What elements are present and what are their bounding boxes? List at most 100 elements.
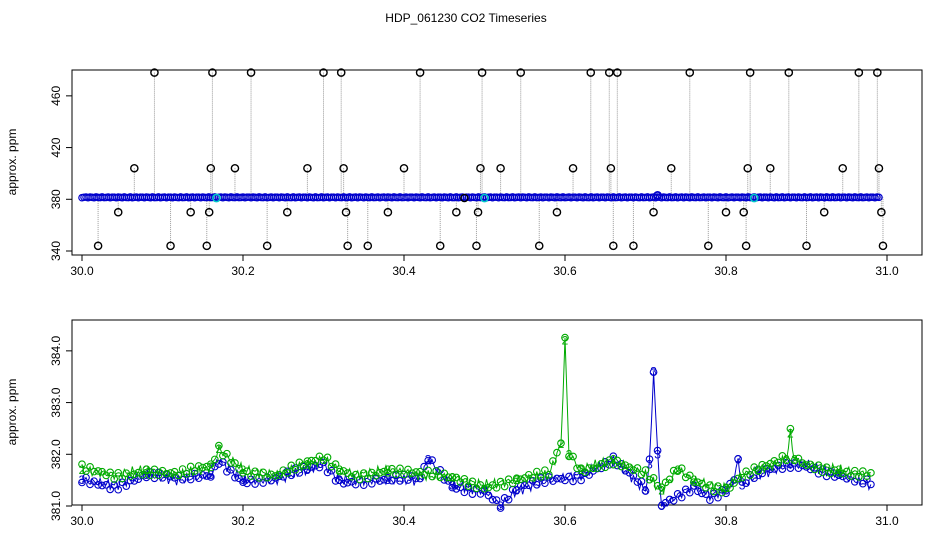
series-2-point: [665, 475, 674, 484]
series-3-point: [186, 475, 195, 484]
spike-point: [534, 241, 544, 251]
series-3-point: [577, 476, 585, 485]
series-2-point: [142, 465, 151, 474]
spike-point: [343, 241, 352, 251]
series-2-point: [428, 472, 437, 481]
series-2-point: [842, 467, 851, 476]
series-3-marker: 3: [497, 499, 504, 513]
series-3-marker: 3: [755, 468, 762, 482]
bottom-y-axis-label: approx. ppm: [5, 379, 19, 446]
series-3-point: [569, 477, 577, 486]
y-tick-label: 460: [49, 86, 63, 106]
series-2-point: [210, 455, 219, 464]
series-2-point: [287, 461, 296, 470]
x-tick-label: 30.4: [392, 514, 416, 528]
series-3-point: [665, 495, 674, 504]
series-2-point: [231, 459, 239, 467]
spike-point: [204, 207, 214, 217]
top-panel: approx. ppm 30.0 30.2 30.4 30.6 30.8 31.0 340…: [5, 68, 923, 278]
series-2-point: [810, 465, 819, 474]
x-tick-label: 30.4: [392, 264, 416, 278]
series-3-marker: 3: [735, 452, 742, 466]
highlight-point: [480, 193, 489, 203]
series-2-point: [649, 473, 658, 482]
series-3-point: [178, 475, 187, 484]
series-2-point: [182, 469, 191, 478]
series-3-point: [231, 473, 239, 482]
series-3-point: [814, 469, 823, 478]
series-3-point: [512, 486, 521, 494]
series-3-point: [645, 455, 654, 464]
series-2-point: [750, 463, 759, 472]
series-2-point: [589, 464, 598, 473]
series-2-point: [480, 484, 489, 493]
series-2-point: [549, 457, 557, 465]
series-2-point: [516, 475, 525, 484]
baseline-point: [653, 190, 662, 200]
series-2-marker: 2: [562, 334, 569, 348]
series-2-point: [420, 470, 428, 479]
series-3-point: [376, 477, 384, 485]
spike-point: [208, 68, 217, 77]
series-2-point: [585, 464, 594, 472]
series-2-point: [685, 471, 694, 480]
series-3-point: [408, 472, 416, 480]
series-2-point: [380, 467, 388, 476]
series-2-point: [814, 461, 823, 470]
series-2-marker: 2: [690, 473, 697, 487]
series-3-point: [697, 489, 706, 498]
series-2-point: [460, 474, 469, 483]
series-2-point: [235, 464, 243, 473]
series-2-point: [633, 464, 642, 472]
series-3-point: [609, 452, 618, 461]
spike-point: [93, 241, 103, 251]
series-3-point: [110, 481, 119, 489]
spike-point: [721, 207, 731, 217]
x-tick-label: 30.6: [553, 514, 577, 528]
spike-point: [473, 207, 483, 217]
spike-point: [206, 163, 216, 173]
series-2-point: [146, 471, 155, 480]
series-2-point: [110, 475, 119, 483]
series-2-point: [846, 472, 855, 480]
series-3-marker: 3: [207, 468, 214, 482]
spike-point: [130, 163, 139, 173]
spike-point: [496, 163, 505, 173]
series-2-point: [718, 488, 726, 497]
series-2-point: [798, 459, 807, 467]
x-tick-label: 30.8: [714, 264, 738, 278]
series-3-point: [126, 476, 135, 485]
series-3-point: [500, 494, 509, 502]
series-2-point: [194, 462, 203, 470]
series-3-point: [734, 454, 742, 463]
series-2-point: [106, 468, 115, 477]
series-3-marker: 3: [578, 468, 585, 482]
series-2-point: [854, 473, 863, 481]
series-2-marker: 2: [513, 473, 520, 487]
series-2-point: [830, 466, 839, 475]
series-2-point: [271, 472, 280, 480]
series-2-point: [802, 461, 811, 469]
series-2-point: [202, 462, 211, 471]
x-tick-label: 30.2: [231, 264, 255, 278]
spike-point: [784, 68, 794, 77]
series-3-point: [850, 477, 859, 486]
spike-point: [838, 163, 848, 173]
series-2-point: [291, 465, 300, 474]
series-2-point: [90, 467, 98, 476]
series-2-point: [392, 470, 400, 479]
series-3-point: [223, 467, 231, 476]
spike-point: [649, 207, 658, 217]
spike-point: [741, 241, 751, 251]
series-2-marker: 2: [723, 481, 730, 495]
series-3-point: [303, 465, 312, 474]
series-3-point: [215, 460, 223, 468]
series-3-point: [452, 485, 461, 493]
x-tick-label: 31.0: [875, 264, 899, 278]
spike-point: [802, 241, 811, 251]
spike-point: [339, 163, 348, 173]
series-3-marker: 3: [658, 499, 665, 513]
series-2-point: [561, 333, 569, 342]
spike-point: [629, 241, 638, 251]
